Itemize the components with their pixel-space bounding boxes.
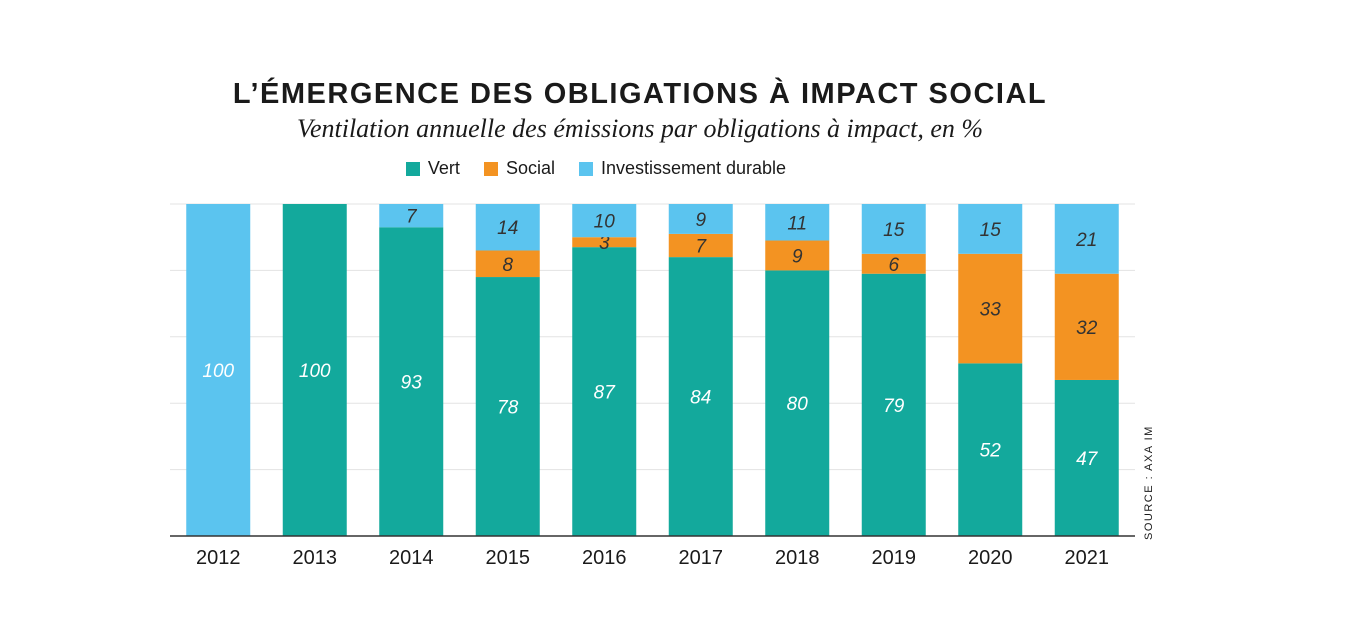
bar-vert-2018 bbox=[765, 270, 830, 536]
legend-item-vert: Vert bbox=[405, 158, 460, 179]
data-label-social-2018: 9 bbox=[792, 246, 803, 267]
data-label-durable-2019: 15 bbox=[883, 220, 905, 241]
data-label-durable-2017: 9 bbox=[695, 210, 706, 231]
data-label-durable-2020: 15 bbox=[980, 220, 1002, 241]
bar-vert-2016 bbox=[572, 247, 637, 536]
legend-label-vert: Vert bbox=[427, 158, 460, 178]
data-label-durable-2016: 10 bbox=[594, 212, 616, 233]
legend-item-durable: Investissement durable bbox=[578, 158, 787, 179]
x-tick-label: 2014 bbox=[389, 547, 434, 569]
bar-social-2015 bbox=[475, 250, 540, 278]
bar-social-2020 bbox=[958, 253, 1023, 364]
source-label: SOURCE : AXA IM bbox=[1143, 425, 1155, 540]
data-label-durable-2021: 21 bbox=[1075, 230, 1097, 251]
legend-swatch-vert bbox=[405, 161, 420, 176]
x-tick-label: 2017 bbox=[679, 547, 724, 569]
data-label-social-2019: 6 bbox=[888, 255, 899, 276]
bar-durable-2014 bbox=[379, 204, 444, 228]
data-label-social-2017: 7 bbox=[695, 237, 707, 258]
bar-vert-2020 bbox=[958, 363, 1023, 536]
data-label-social-2020: 33 bbox=[980, 300, 1002, 321]
data-label-durable-2014: 7 bbox=[406, 207, 418, 228]
data-label-durable-2015: 14 bbox=[497, 218, 518, 239]
legend-label-durable: Investissement durable bbox=[600, 158, 787, 178]
bar-durable-2012 bbox=[186, 204, 251, 536]
x-tick-label: 2015 bbox=[486, 547, 531, 569]
bar-vert-2015 bbox=[475, 277, 540, 536]
data-label-social-2021: 32 bbox=[1076, 318, 1098, 339]
bar-vert-2013 bbox=[282, 204, 347, 536]
bar-durable-2021 bbox=[1054, 204, 1119, 274]
bar-social-2021 bbox=[1054, 273, 1119, 380]
legend-item-social: Social bbox=[483, 158, 555, 179]
data-label-durable-2018: 11 bbox=[787, 213, 807, 234]
bar-social-2016 bbox=[572, 237, 637, 248]
bar-durable-2020 bbox=[958, 204, 1023, 254]
x-tick-label: 2013 bbox=[293, 547, 338, 569]
data-label-social-2015: 8 bbox=[502, 255, 513, 276]
chart-subtitle: Ventilation annuelle des émissions par o… bbox=[296, 114, 984, 143]
data-label-vert-2017: 84 bbox=[690, 388, 711, 409]
bar-vert-2019 bbox=[861, 273, 926, 536]
legend-swatch-social bbox=[483, 161, 498, 176]
bar-durable-2018 bbox=[765, 204, 830, 241]
data-label-vert-2016: 87 bbox=[594, 383, 617, 404]
data-label-vert-2019: 79 bbox=[883, 396, 905, 417]
bar-durable-2019 bbox=[861, 204, 926, 254]
x-tick-label: 2019 bbox=[872, 547, 917, 569]
data-label-vert-2013: 100 bbox=[299, 361, 331, 382]
legend-label-social: Social bbox=[505, 158, 555, 178]
data-label-vert-2015: 78 bbox=[497, 398, 519, 419]
x-tick-label: 2018 bbox=[775, 547, 820, 569]
x-tick-label: 2020 bbox=[968, 547, 1013, 569]
bar-social-2017 bbox=[668, 233, 733, 258]
data-label-social-2016: 3 bbox=[599, 233, 610, 254]
x-tick-label: 2012 bbox=[196, 547, 241, 569]
x-tick-label: 2016 bbox=[582, 547, 627, 569]
bar-vert-2021 bbox=[1054, 379, 1119, 536]
legend: Vert Social Investissement durable bbox=[0, 158, 1192, 179]
bar-vert-2017 bbox=[668, 257, 733, 536]
data-label-durable-2012: 100 bbox=[202, 361, 234, 382]
data-label-vert-2020: 52 bbox=[980, 441, 1002, 462]
bar-social-2018 bbox=[765, 240, 830, 271]
data-label-vert-2021: 47 bbox=[1076, 449, 1099, 470]
bar-durable-2016 bbox=[572, 204, 637, 238]
bar-vert-2014 bbox=[379, 227, 444, 537]
bar-durable-2017 bbox=[668, 204, 733, 234]
bar-durable-2015 bbox=[475, 204, 540, 251]
bar-social-2019 bbox=[861, 253, 926, 274]
legend-swatch-durable bbox=[578, 161, 593, 176]
data-label-vert-2018: 80 bbox=[787, 394, 809, 415]
data-label-vert-2014: 93 bbox=[401, 373, 423, 394]
x-tick-label: 2021 bbox=[1065, 547, 1110, 569]
chart-title: L’ÉMERGENCE DES OBLIGATIONS À IMPACT SOC… bbox=[232, 78, 1048, 110]
